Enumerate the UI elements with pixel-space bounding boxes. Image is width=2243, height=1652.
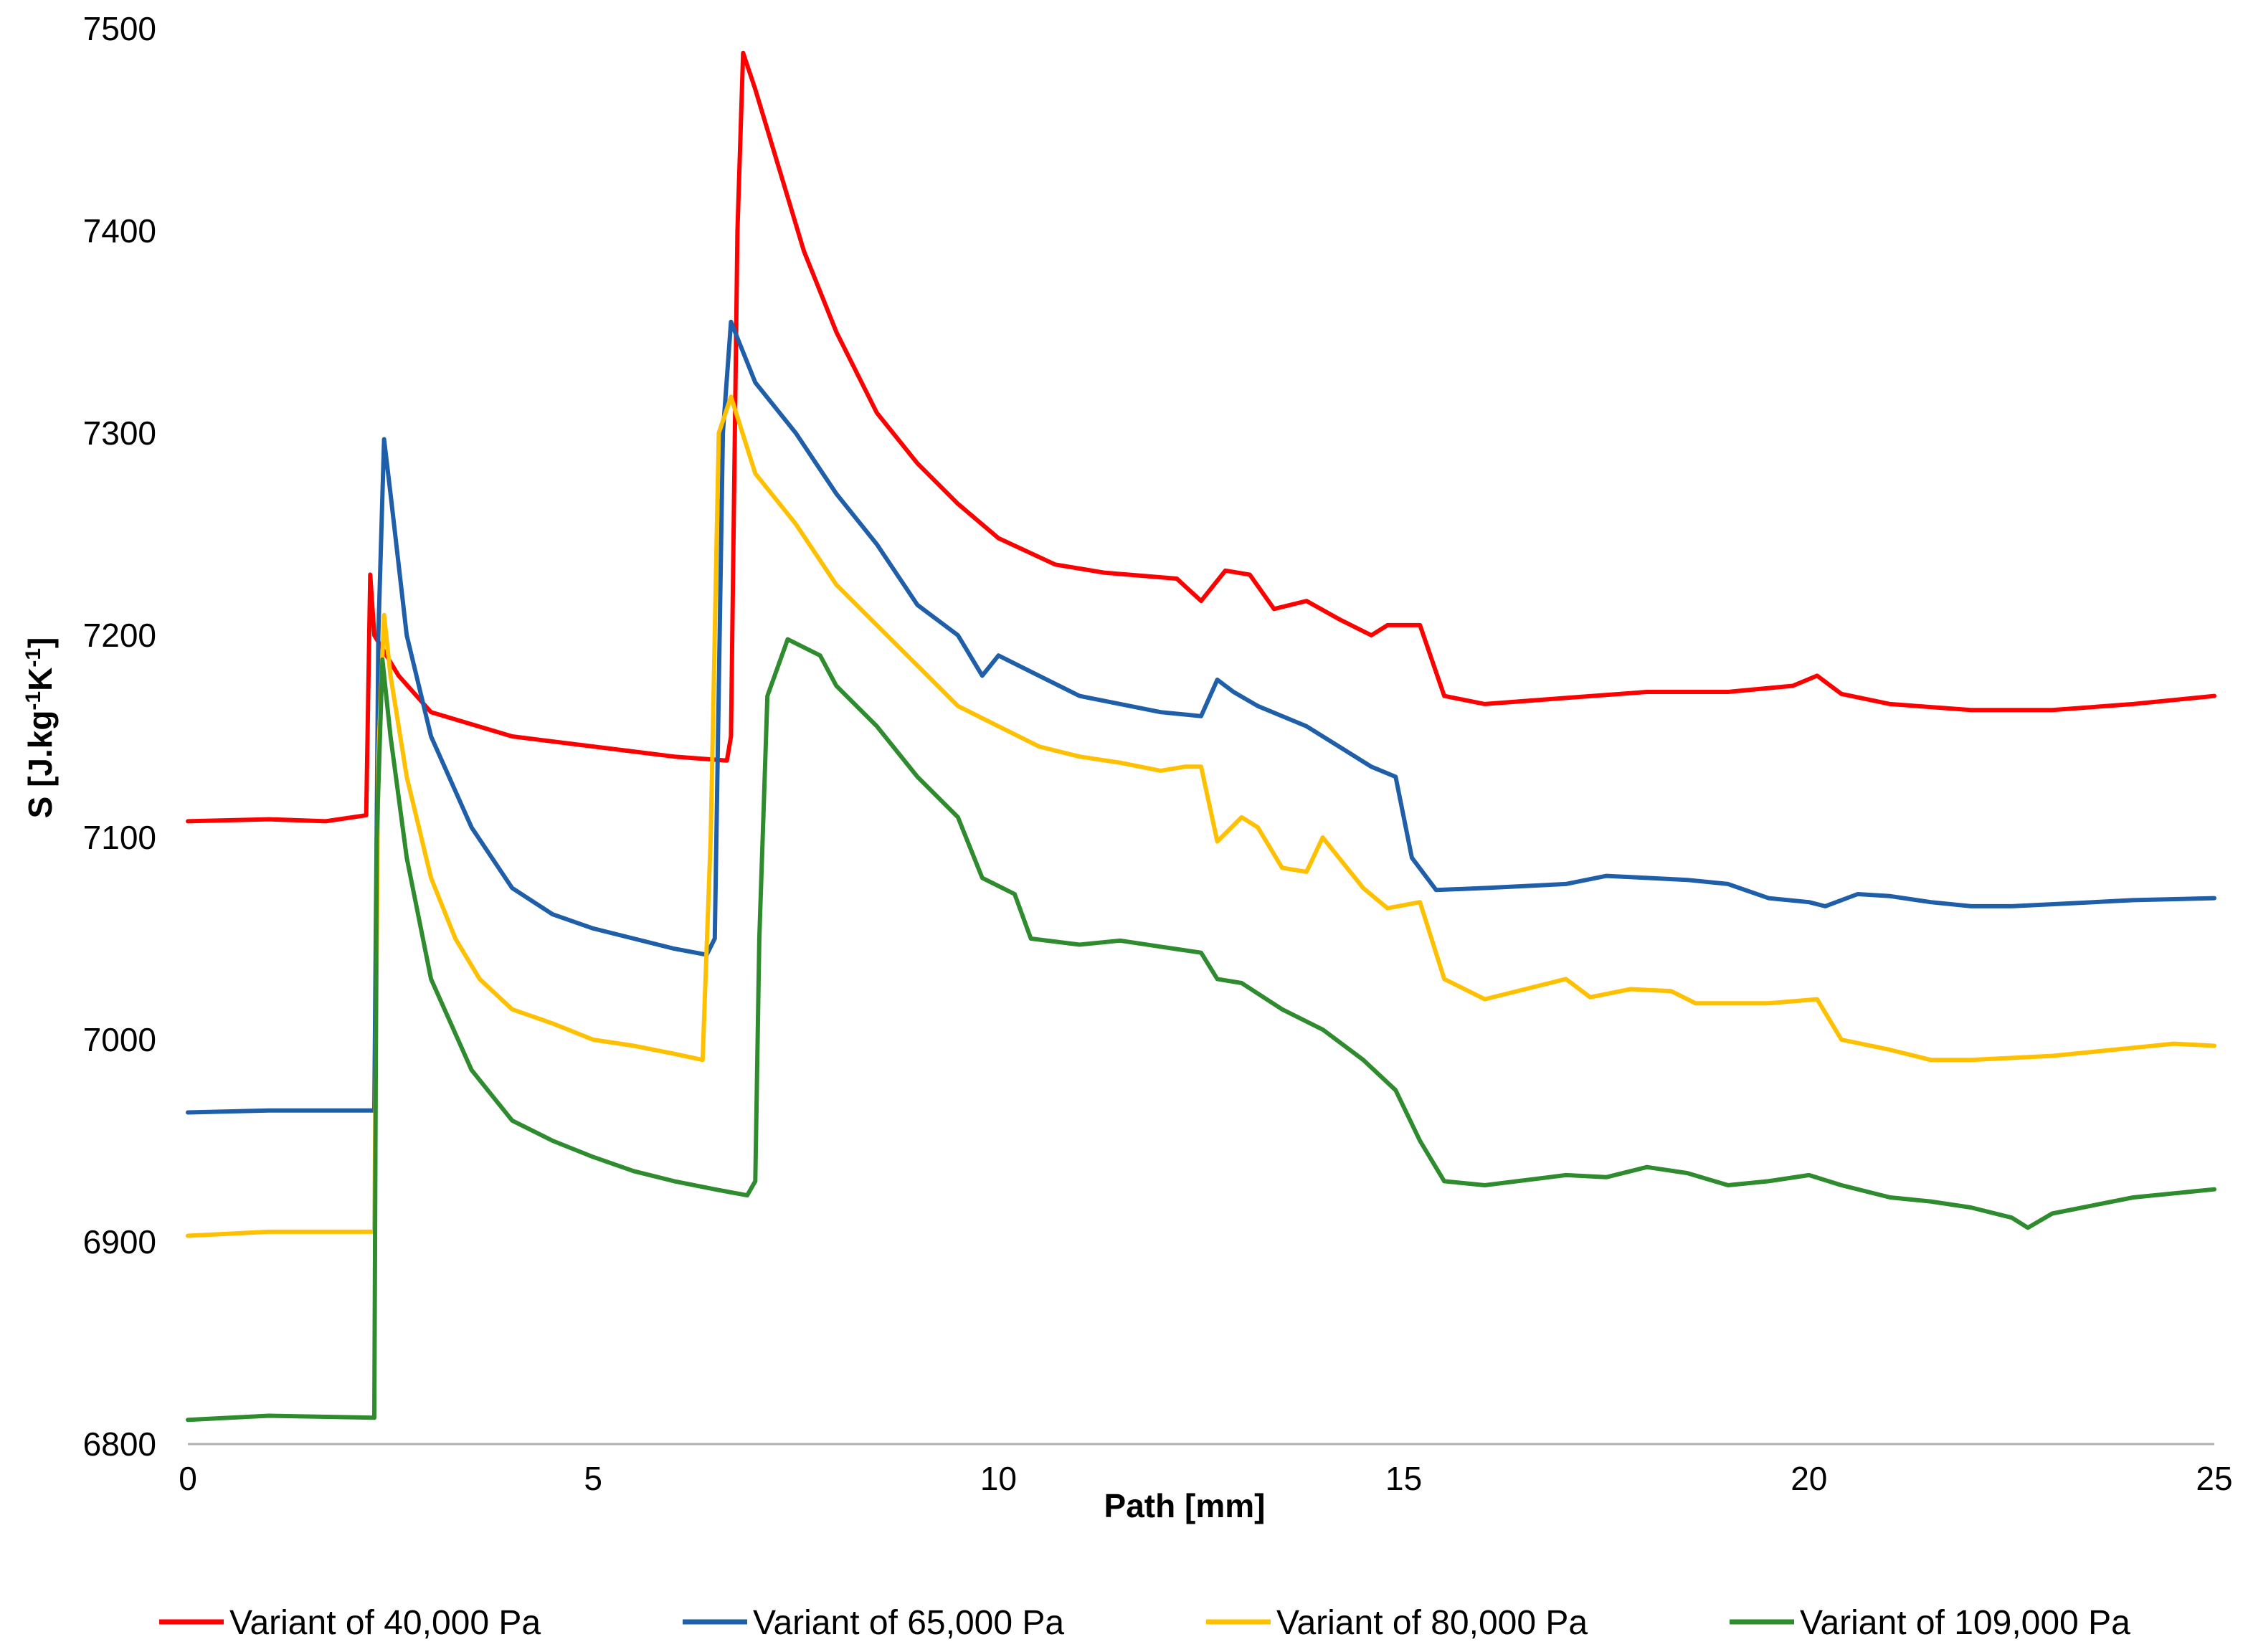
y-axis-title-end: ] (22, 637, 59, 648)
x-axis-ticks: 0 5 10 15 20 25 (179, 1460, 2232, 1497)
x-tick-label: 25 (2196, 1460, 2232, 1497)
x-tick-label: 20 (1791, 1460, 1827, 1497)
series-line-1 (186, 50, 2216, 824)
y-axis-title-mid: K (22, 668, 59, 691)
series-line-3 (186, 394, 2216, 1238)
y-axis-title-sup1: -1 (22, 691, 45, 711)
legend: Variant of 40,000 Pa Variant of 65,000 Pa… (159, 1604, 2130, 1642)
series-line-4 (186, 637, 2216, 1423)
x-tick-label: 0 (179, 1460, 197, 1497)
y-tick-label: 6800 (83, 1425, 156, 1463)
x-axis-title: Path [mm] (1104, 1487, 1266, 1524)
x-tick-label: 15 (1385, 1460, 1422, 1497)
legend-label-3: Variant of 80,000 Pa (1276, 1604, 1588, 1642)
series-line-2 (186, 319, 2216, 1115)
y-axis-title: S [J.kg-1K-1] (22, 637, 60, 819)
y-tick-label: 7100 (83, 819, 156, 856)
y-tick-label: 7200 (83, 617, 156, 654)
y-tick-label: 7300 (83, 414, 156, 452)
x-tick-label: 10 (980, 1460, 1017, 1497)
x-tick-label: 5 (584, 1460, 602, 1497)
y-tick-label: 7500 (83, 10, 156, 47)
y-axis-title-main: S [J.kg (22, 711, 59, 819)
series-layer (186, 50, 2216, 1423)
legend-label-2: Variant of 65,000 Pa (753, 1604, 1064, 1642)
y-axis-ticks: 6800 6900 7000 7100 7200 7300 7400 7500 (83, 10, 156, 1463)
y-tick-label: 7000 (83, 1021, 156, 1058)
y-axis-title-sup2: -1 (22, 648, 45, 668)
y-tick-label: 6900 (83, 1223, 156, 1261)
legend-label-4: Variant of 109,000 Pa (1800, 1604, 2130, 1642)
legend-label-1: Variant of 40,000 Pa (229, 1604, 541, 1642)
y-tick-label: 7400 (83, 212, 156, 250)
